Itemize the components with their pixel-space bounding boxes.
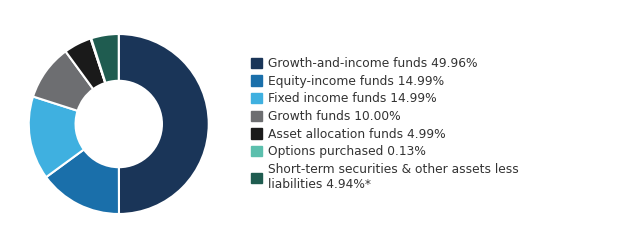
Wedge shape [66,38,105,89]
Wedge shape [29,96,84,177]
Wedge shape [91,34,119,83]
Wedge shape [91,38,106,83]
Wedge shape [33,51,93,111]
Legend: Growth-and-income funds 49.96%, Equity-income funds 14.99%, Fixed income funds 1: Growth-and-income funds 49.96%, Equity-i… [251,57,519,191]
Wedge shape [119,34,209,214]
Wedge shape [46,150,119,214]
